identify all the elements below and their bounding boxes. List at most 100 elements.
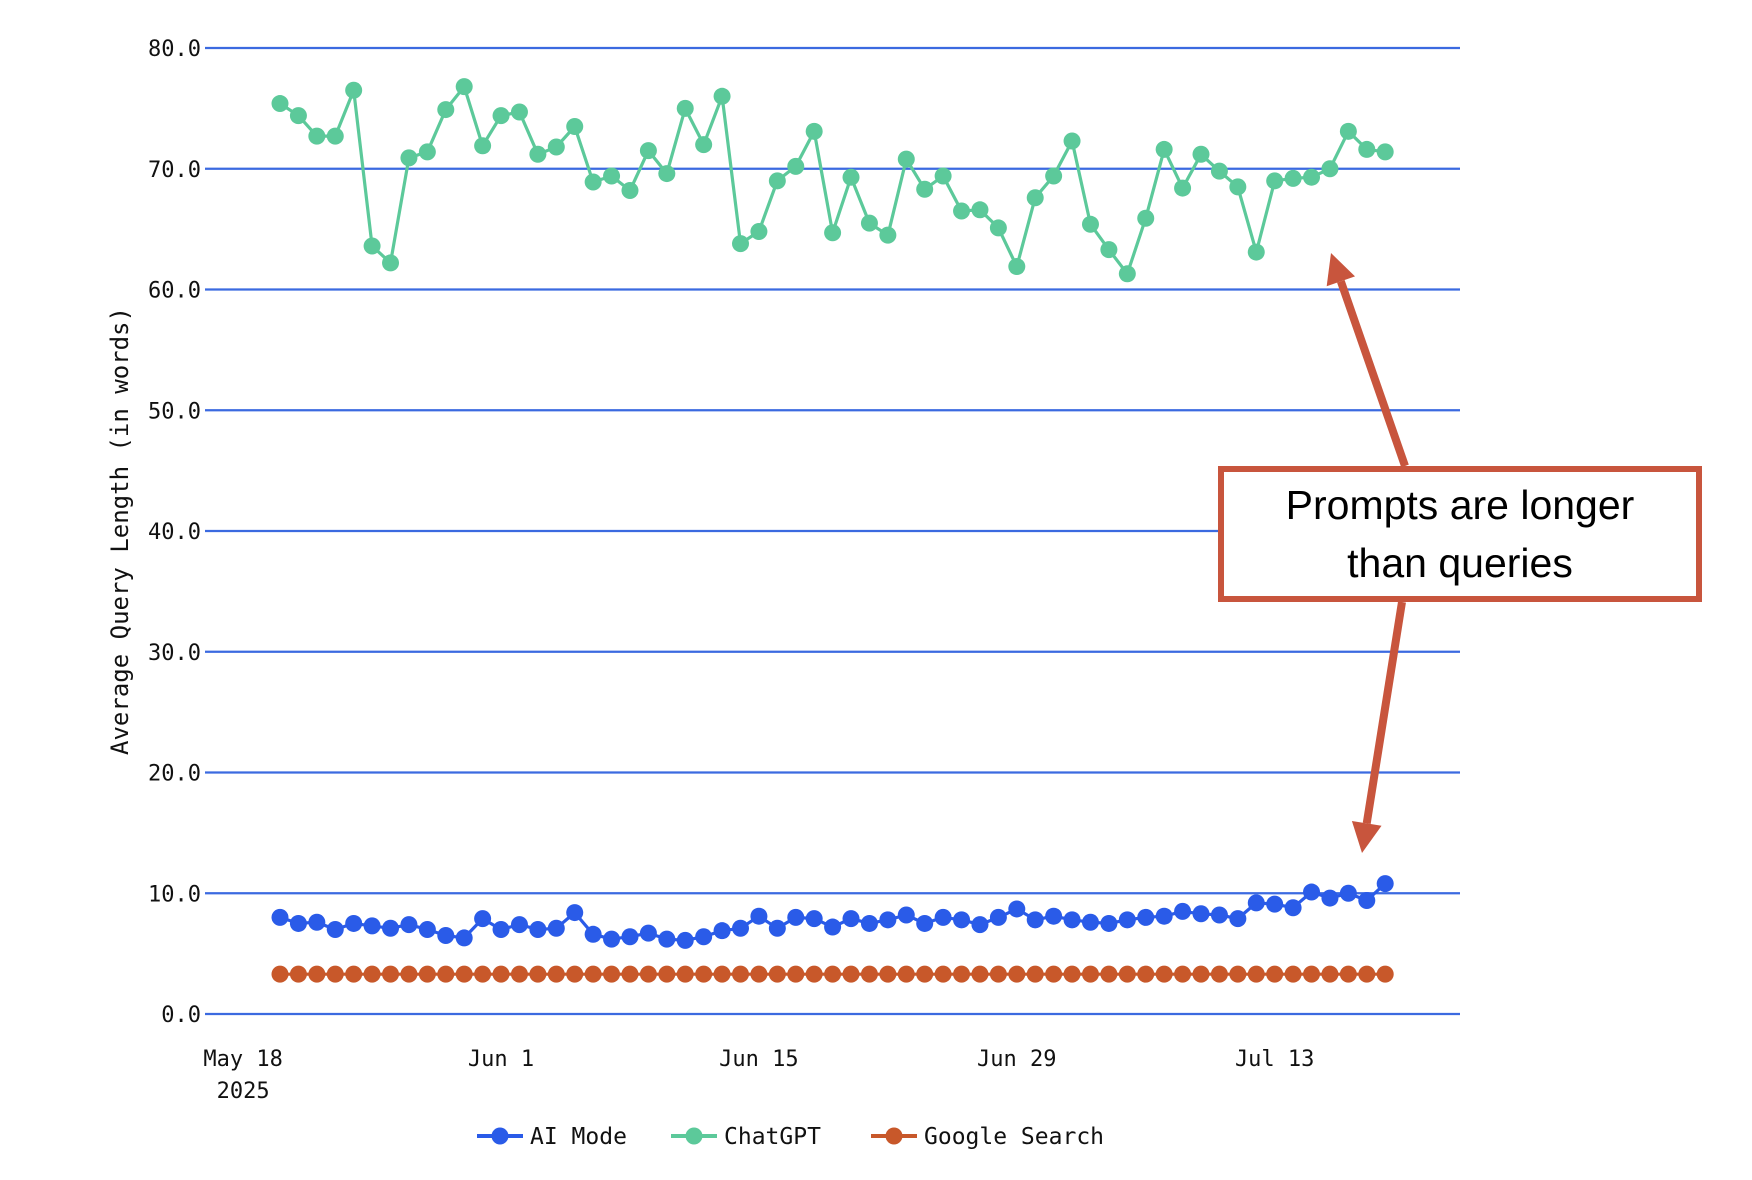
data-point	[842, 910, 860, 928]
data-point	[1303, 965, 1321, 983]
data-point	[842, 965, 860, 983]
data-point	[1376, 143, 1394, 161]
data-point	[934, 908, 952, 926]
data-point	[584, 925, 602, 943]
data-point	[1192, 145, 1210, 163]
data-point	[621, 928, 639, 946]
data-point	[382, 919, 400, 937]
data-point	[971, 916, 989, 934]
data-point	[732, 235, 749, 253]
data-point	[732, 965, 749, 983]
data-point	[529, 920, 547, 938]
data-point	[492, 965, 510, 983]
data-point	[1229, 965, 1247, 983]
data-point	[805, 122, 823, 140]
data-point	[879, 226, 897, 244]
data-point	[345, 81, 363, 99]
series-ai-mode	[271, 875, 1394, 949]
data-point	[437, 927, 455, 945]
y-tick-label: 10.0	[148, 882, 201, 907]
data-point	[658, 965, 676, 983]
data-point	[345, 965, 363, 983]
data-point	[1192, 965, 1210, 983]
data-point	[860, 914, 878, 932]
data-point	[510, 916, 528, 934]
data-point	[695, 965, 713, 983]
data-point	[824, 918, 842, 936]
annotation-box: Prompts are longer than queries	[1218, 466, 1702, 602]
data-point	[1247, 894, 1265, 912]
data-point	[1081, 913, 1099, 931]
data-point	[326, 965, 344, 983]
data-point	[1008, 965, 1026, 983]
data-point	[1376, 965, 1394, 983]
data-point	[1266, 965, 1284, 983]
data-point	[1063, 132, 1081, 150]
data-point	[382, 254, 400, 272]
legend-item-ai-mode[interactable]: AI Mode	[477, 1124, 627, 1150]
y-tick-label: 80.0	[148, 37, 201, 62]
data-point	[658, 930, 676, 948]
data-point	[271, 965, 289, 983]
data-point	[1210, 906, 1228, 924]
data-point	[1229, 910, 1247, 928]
data-point	[1155, 907, 1173, 925]
data-point	[639, 965, 657, 983]
data-point	[566, 117, 584, 135]
data-point	[418, 965, 436, 983]
data-point	[879, 965, 897, 983]
data-point	[860, 214, 878, 232]
data-point	[510, 965, 528, 983]
data-point	[1358, 891, 1376, 909]
data-point	[713, 922, 731, 940]
data-point	[750, 907, 768, 925]
y-tick-label: 30.0	[148, 641, 201, 666]
y-tick-label: 40.0	[148, 520, 201, 545]
data-point	[1137, 908, 1155, 926]
x-tick-sublabel: 2025	[217, 1079, 270, 1104]
data-point	[566, 904, 584, 922]
data-point	[971, 965, 989, 983]
data-point	[474, 910, 492, 928]
data-point	[1026, 911, 1044, 929]
y-tick-label: 50.0	[148, 399, 201, 424]
data-point	[584, 173, 602, 191]
data-point	[787, 157, 805, 175]
data-point	[382, 965, 400, 983]
annotation-arrows	[1326, 253, 1409, 853]
data-point	[529, 965, 547, 983]
data-point	[308, 965, 326, 983]
data-point	[1174, 902, 1192, 920]
data-point	[1174, 965, 1192, 983]
legend-label: ChatGPT	[724, 1124, 821, 1150]
data-point	[639, 142, 657, 160]
data-point	[584, 965, 602, 983]
data-point	[676, 931, 694, 949]
legend: AI Mode ChatGPT Google Search	[477, 1124, 1104, 1150]
data-point	[289, 965, 307, 983]
data-point	[1284, 169, 1302, 187]
legend-item-chatgpt[interactable]: ChatGPT	[671, 1124, 821, 1150]
legend-item-google-search[interactable]: Google Search	[871, 1124, 1104, 1150]
data-point	[897, 906, 915, 924]
x-tick-label: Jun 15	[719, 1047, 798, 1072]
data-point	[1210, 965, 1228, 983]
data-point	[271, 908, 289, 926]
series-chatgpt	[271, 78, 1394, 283]
data-point	[1026, 965, 1044, 983]
data-point	[1174, 179, 1192, 197]
gridlines	[205, 46, 1460, 1016]
data-point	[1210, 162, 1228, 180]
data-point	[989, 965, 1007, 983]
data-point	[1266, 172, 1284, 190]
data-point	[953, 911, 971, 929]
data-point	[1081, 215, 1099, 233]
data-point	[879, 911, 897, 929]
data-point	[750, 965, 768, 983]
data-point	[566, 965, 584, 983]
data-point	[897, 965, 915, 983]
legend-swatch-marker	[491, 1127, 509, 1145]
data-point	[1303, 883, 1321, 901]
data-point	[695, 136, 713, 154]
x-tick-label: May 18	[203, 1047, 282, 1072]
